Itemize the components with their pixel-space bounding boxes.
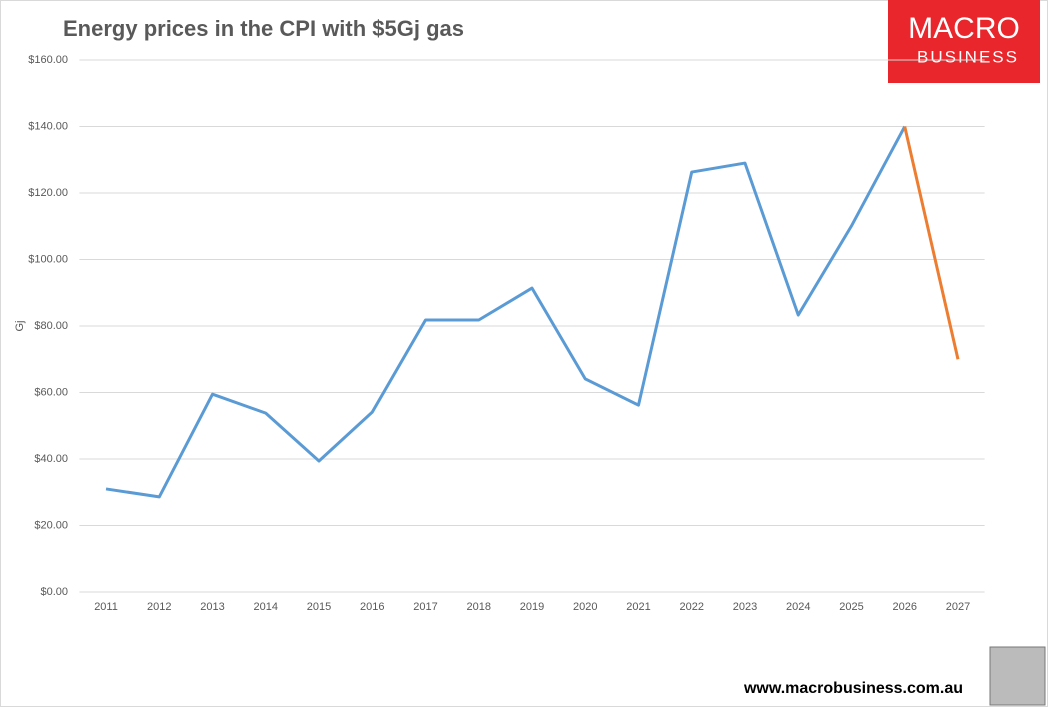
x-tick-label: 2022 xyxy=(679,601,703,613)
x-tick-label: 2014 xyxy=(254,601,278,613)
x-tick-label: 2013 xyxy=(200,601,224,613)
website: www.macrobusiness.com.au xyxy=(743,680,963,697)
wolf-logo xyxy=(989,646,1046,706)
chart-title: Energy prices in the CPI with $5Gj gas xyxy=(63,16,464,41)
x-tick-label: 2012 xyxy=(147,601,171,613)
y-tick-label: $120.00 xyxy=(28,187,68,199)
y-tick-label: $60.00 xyxy=(34,386,68,398)
series-line xyxy=(903,126,960,360)
x-tick-label: 2019 xyxy=(520,601,544,613)
y-tick-label: $140.00 xyxy=(28,120,68,132)
x-tick-label: 2023 xyxy=(733,601,757,613)
brand-line2: BUSINESS xyxy=(917,47,1019,66)
x-tick-label: 2015 xyxy=(307,601,331,613)
x-tick-label: 2016 xyxy=(360,601,384,613)
x-tick-label: 2025 xyxy=(839,601,863,613)
x-tick-label: 2018 xyxy=(467,601,491,613)
y-tick-label: $40.00 xyxy=(34,453,68,465)
x-tick-label: 2020 xyxy=(573,601,597,613)
y-tick-label: $0.00 xyxy=(40,586,68,598)
brand-logo xyxy=(888,0,1040,83)
series-line xyxy=(105,125,907,499)
y-tick-label: $80.00 xyxy=(34,320,68,332)
y-axis-label: Gj xyxy=(14,321,26,332)
x-tick-label: 2021 xyxy=(626,601,650,613)
x-tick-label: 2027 xyxy=(946,601,970,613)
x-tick-label: 2011 xyxy=(94,601,118,613)
x-tick-label: 2026 xyxy=(892,601,916,613)
y-tick-label: $100.00 xyxy=(28,253,68,265)
y-tick-label: $160.00 xyxy=(28,54,68,66)
x-tick-label: 2017 xyxy=(413,601,437,613)
brand-line1: MACRO xyxy=(908,12,1020,45)
y-tick-label: $20.00 xyxy=(34,519,68,531)
x-tick-label: 2024 xyxy=(786,601,810,613)
